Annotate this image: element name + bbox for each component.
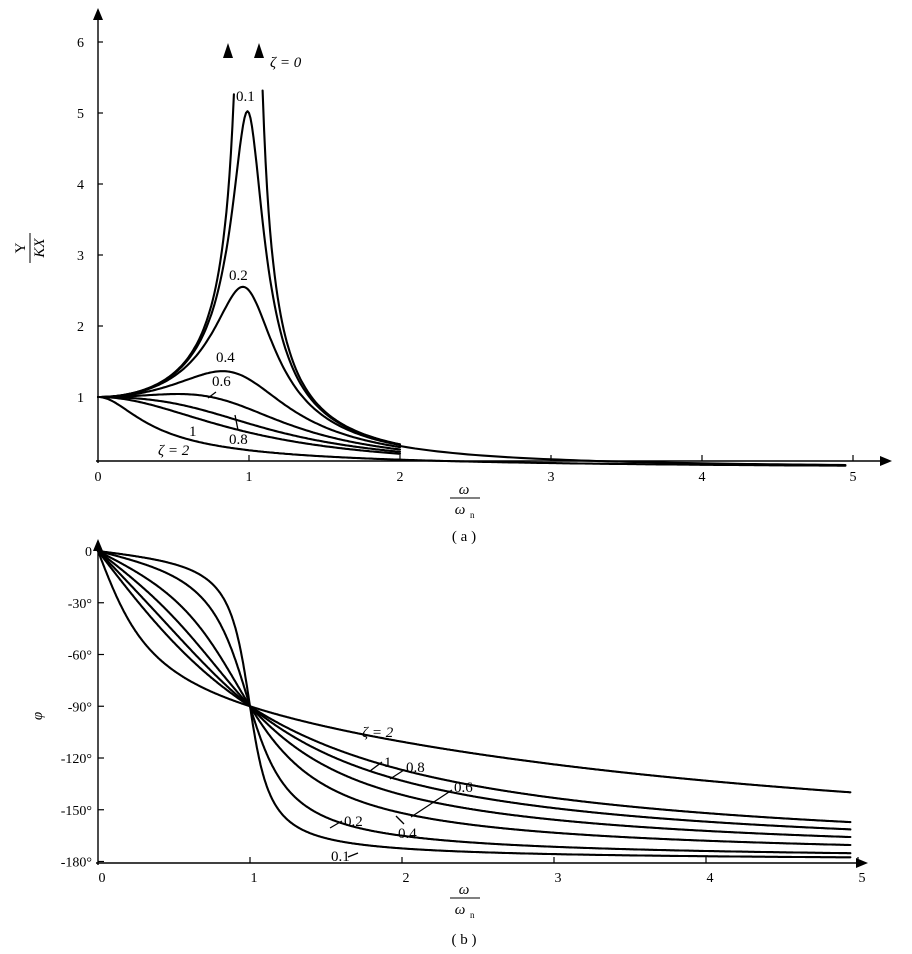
b-series-group — [96, 549, 852, 859]
a-label-0.2: 0.2 — [229, 268, 248, 284]
b-y-tick-label: -180° — [61, 856, 92, 871]
a-x-label-subscript: n — [470, 510, 475, 520]
a-y-label-denominator: KX — [32, 238, 48, 259]
a-y-tick-label: 3 — [77, 249, 84, 264]
b-y-axis-label: φ — [30, 712, 46, 720]
b-x-label-subscript: n — [470, 910, 475, 920]
b-label-0.6: 0.6 — [454, 780, 473, 796]
a-caption: ( a ) — [452, 529, 476, 545]
a-series-0-seg1 — [261, 89, 402, 446]
a-tick-group: 0 1 2 3 4 5 1 2 3 4 5 6 — [77, 36, 857, 485]
b-series-0_1 — [96, 549, 852, 859]
a-x-label-denominator: ω — [455, 502, 466, 518]
b-y-tick-label: 0 — [85, 545, 92, 560]
a-x-tick-label: 0 — [95, 470, 102, 485]
a-x-tick-label: 5 — [850, 470, 857, 485]
a-y-tick-label: 2 — [77, 320, 84, 335]
a-series-0_8 — [96, 395, 402, 453]
a-y-label-numerator: Y — [13, 242, 29, 253]
b-x-tick-label: 3 — [555, 871, 562, 886]
a-label-0.1: 0.1 — [236, 89, 255, 105]
b-leader-0.1 — [347, 852, 359, 858]
a-label-0.6: 0.6 — [212, 374, 231, 390]
a-label-0.4: 0.4 — [216, 350, 235, 366]
phase-angle-chart: 0 1 2 3 4 5 0 -30° -60° -90° -120° -150° -180° φ ω ω… — [30, 539, 868, 948]
b-x-tick-label: 0 — [99, 871, 106, 886]
b-x-axis-label: ω ω n — [450, 882, 480, 920]
a-x-axis-label: ω ω n — [450, 482, 480, 520]
a-y-axis-arrow — [93, 8, 103, 20]
b-x-label-numerator: ω — [459, 882, 470, 898]
b-label-0.8: 0.8 — [406, 760, 425, 776]
a-x-axis-arrow — [880, 456, 892, 466]
b-x-tick-label: 1 — [251, 871, 258, 886]
b-label-zeta2: ζ = 2 — [362, 725, 394, 741]
b-tick-group: 0 1 2 3 4 5 0 -30° -60° -90° -120° -150° -180° — [61, 545, 866, 886]
b-series-0_6 — [96, 549, 852, 839]
b-label-0.4: 0.4 — [398, 826, 417, 842]
a-series-0-seg0 — [96, 93, 235, 399]
a-series-group — [96, 89, 847, 467]
b-y-tick-label: -60° — [68, 649, 92, 664]
a-y-tick-label: 1 — [77, 391, 84, 406]
a-zeta0-right-arrow — [254, 43, 264, 58]
b-label-0.2: 0.2 — [344, 814, 363, 830]
a-series-0_6 — [96, 392, 402, 451]
b-series-1 — [96, 549, 852, 824]
b-x-label-denominator: ω — [455, 902, 466, 918]
b-y-tick-label: -30° — [68, 597, 92, 612]
a-y-tick-label: 6 — [77, 36, 84, 51]
a-x-tick-label: 1 — [246, 470, 253, 485]
b-series-2 — [96, 549, 852, 794]
b-leader-0.4 — [395, 815, 405, 825]
a-series-1 — [96, 395, 402, 455]
b-y-tick-label: -90° — [68, 700, 92, 715]
b-series-0_8 — [96, 549, 852, 831]
b-leader-1 — [369, 761, 383, 772]
b-x-tick-label: 5 — [859, 871, 866, 886]
a-leader-0.8 — [234, 414, 239, 431]
b-x-tick-label: 4 — [707, 871, 714, 886]
a-leader-0.6 — [207, 391, 217, 399]
a-label-0.8: 0.8 — [229, 432, 248, 448]
a-y-tick-label: 4 — [77, 178, 84, 193]
b-series-0_4 — [96, 549, 852, 847]
a-x-tick-label: 4 — [699, 470, 706, 485]
b-y-tick-label: -120° — [61, 752, 92, 767]
b-x-axis-arrow — [856, 858, 868, 868]
b-leader-0.2 — [329, 820, 343, 829]
a-label-1: 1 — [189, 424, 197, 440]
b-y-tick-label: -150° — [61, 804, 92, 819]
a-x-label-numerator: ω — [459, 482, 470, 498]
b-y-axis-arrow — [93, 539, 103, 551]
a-x-tick-label: 2 — [397, 470, 404, 485]
a-series-tail — [398, 444, 847, 467]
a-y-axis-label: Y KX — [13, 233, 48, 263]
b-leader-0.8 — [389, 769, 405, 780]
b-caption: ( b ) — [452, 932, 477, 948]
a-series-0_2 — [96, 285, 402, 447]
a-y-tick-label: 5 — [77, 107, 84, 122]
a-zeta0-left-arrow — [223, 43, 233, 58]
b-series-0_2 — [96, 549, 852, 855]
b-label-0.1: 0.1 — [331, 849, 350, 865]
a-label-zeta2: ζ = 2 — [158, 443, 190, 459]
a-series-2 — [96, 395, 847, 467]
b-leader-0.6 — [410, 789, 453, 818]
b-x-tick-label: 2 — [403, 871, 410, 886]
b-label-1: 1 — [384, 755, 392, 771]
a-x-tick-label: 3 — [548, 470, 555, 485]
a-series-0_4 — [96, 370, 402, 449]
a-label-zeta0: ζ = 0 — [270, 55, 302, 71]
